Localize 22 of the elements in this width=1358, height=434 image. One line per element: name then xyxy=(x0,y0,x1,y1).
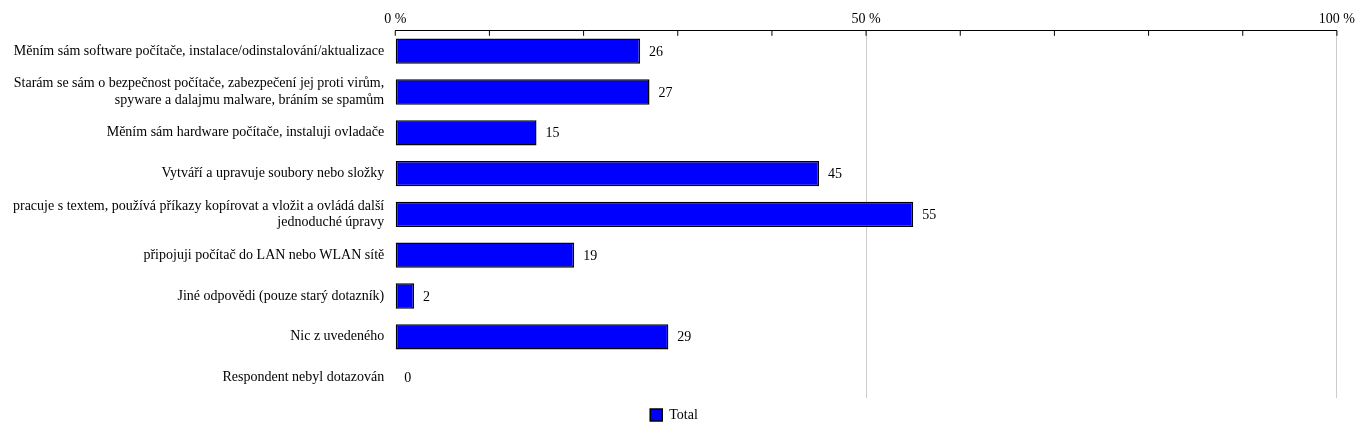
data-label: 45 xyxy=(828,166,843,182)
y-tick-label: Měním sám software počítače, instalace/odinstalování/aktualizace xyxy=(13,42,385,58)
data-label: 55 xyxy=(922,207,937,223)
data-label: 15 xyxy=(545,125,560,141)
data-label: 27 xyxy=(658,84,673,100)
y-tick-label: pracuje s textem, používá příkazy kopírovat a vložit a ovládá další jednoduché úpravy xyxy=(12,197,385,230)
y-tick-label: Měním sám hardware počítače, instaluji ovladače xyxy=(106,124,385,140)
data-label: 19 xyxy=(583,247,598,263)
y-tick-label: Vytváří a upravuje soubory nebo složky xyxy=(161,165,385,181)
y-tick-label: Respondent nebyl dotazován xyxy=(222,369,385,385)
y-tick-label: Nic z uvedeného xyxy=(290,328,385,344)
data-label: 2 xyxy=(423,288,431,304)
data-label: 0 xyxy=(404,370,412,386)
y-tick-label: Starám se sám o bezpečnost počítače, zabezpečení jej proti virům, spyware a dalajmu malware, bráním se spamům xyxy=(13,75,385,108)
x-tick-label: 50 % xyxy=(851,11,881,27)
legend-label: Total xyxy=(669,406,698,422)
y-tick-label: připojuji počítač do LAN nebo WLAN sítě xyxy=(143,246,385,262)
data-label: 29 xyxy=(677,329,692,345)
y-tick-label: Jiné odpovědi (pouze starý dotazník) xyxy=(177,287,385,304)
x-tick-label: 100 % xyxy=(1318,11,1356,27)
data-label: 26 xyxy=(649,43,664,59)
x-tick-label: 0 % xyxy=(384,11,407,27)
